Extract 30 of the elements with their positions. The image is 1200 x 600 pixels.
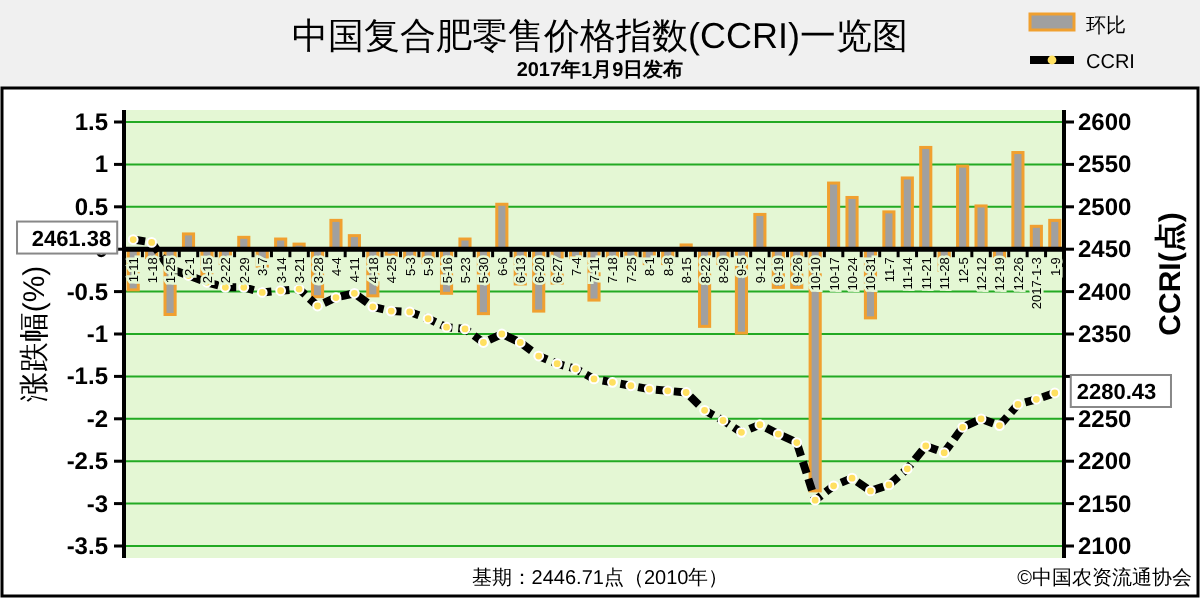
legend-label: CCRI [1086,52,1135,74]
y2-tick-label: 2550 [1078,150,1133,179]
legend-label: 环比 [1086,14,1126,38]
text: ©中国农资流通协会 [1017,566,1192,590]
y2-tick-label: 2200 [1078,447,1133,476]
y-tick-label: -0.5 [66,277,109,306]
y-tick-label: -1 [86,320,109,348]
y2-tick-label: 2400 [1078,277,1133,306]
y-tick-label: -1.5 [66,362,109,391]
chart-subtitle: 2017年1月9日发布 [516,58,684,82]
y-tick-label: -3 [86,489,109,518]
y-tick-label: 0.5 [74,192,109,221]
data-label: 2461.38 [31,227,112,252]
y2-axis-title: CCRI(点) [1154,212,1188,336]
y2-tick-label: 2250 [1078,404,1133,433]
y2-tick-label: 2150 [1078,489,1133,518]
y-tick-label: 1 [94,150,109,179]
y-tick-label: 1.5 [74,108,109,136]
text: 基期：2446.71点（2010年） [471,566,729,590]
y-axis-title: 涨跌幅(%) [18,265,52,403]
y2-tick-label: 2100 [1078,532,1133,560]
chart-title: 中国复合肥零售价格指数(CCRI)一览图 [292,16,908,56]
y2-tick-label: 2450 [1078,235,1133,264]
y-tick-label: -2.5 [66,447,109,476]
y2-tick-label: 2600 [1078,108,1133,136]
y2-tick-label: 2350 [1078,320,1133,348]
y-tick-label: -2 [86,404,109,433]
data-label: 2280.43 [1076,381,1157,405]
y2-tick-label: 2500 [1078,192,1133,221]
y-tick-label: -3.5 [66,532,109,560]
